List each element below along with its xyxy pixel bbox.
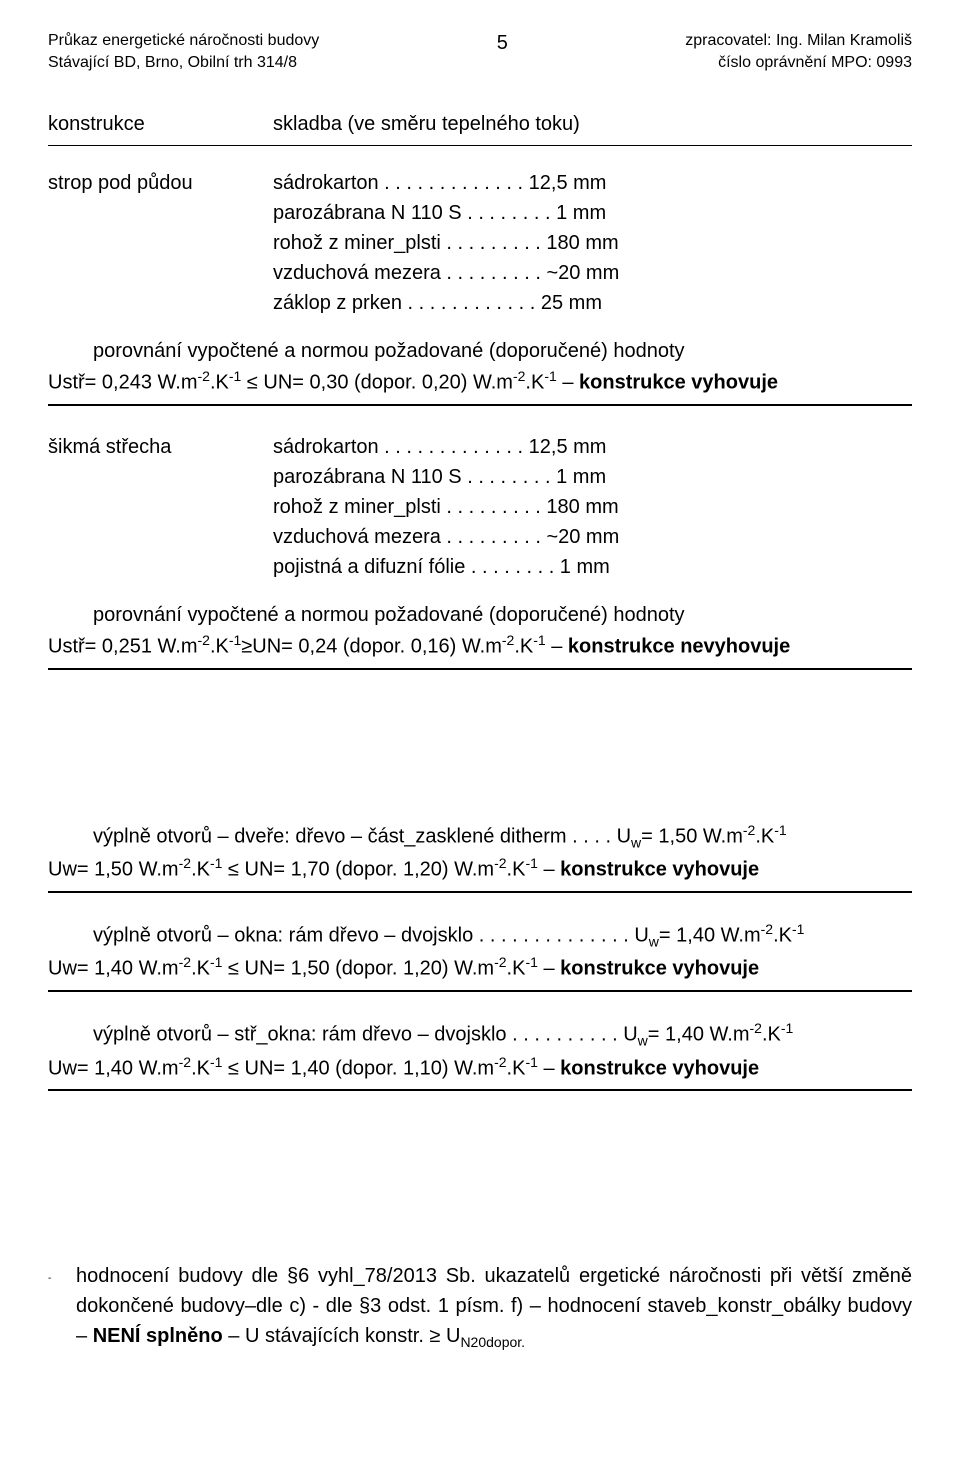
fill-line1: výplně otvorů – okna: rám dřevo – dvojsk… xyxy=(48,919,912,953)
layer: parozábrana N 110 S . . . . . . . . 1 mm xyxy=(273,198,912,228)
section-strecha-layers: sádrokarton . . . . . . . . . . . . . 12… xyxy=(273,432,912,582)
rule xyxy=(48,891,912,893)
layer: pojistná a difuzní fólie . . . . . . . .… xyxy=(273,552,912,582)
rule xyxy=(48,404,912,406)
layer: rohož z miner_plsti . . . . . . . . . 18… xyxy=(273,228,912,258)
section-strop-eval: porovnání vypočtené a normou požadované … xyxy=(48,336,912,398)
header-right: zpracovatel: Ing. Milan Kramoliš číslo o… xyxy=(685,30,912,73)
page-number: 5 xyxy=(497,30,508,73)
layer: parozábrana N 110 S . . . . . . . . 1 mm xyxy=(273,462,912,492)
fill-okna: výplně otvorů – okna: rám dřevo – dvojsk… xyxy=(48,919,912,984)
fill-line2: Uw= 1,50 W.m-2.K-1 ≤ UN= 1,70 (dopor. 1,… xyxy=(48,853,912,885)
header-left: Průkaz energetické náročnosti budovy Stá… xyxy=(48,30,319,73)
heading-body: skladba (ve směru tepelného toku) xyxy=(273,109,912,139)
rule xyxy=(48,145,912,146)
page-header: Průkaz energetické náročnosti budovy Stá… xyxy=(48,30,912,73)
section-strecha-eval: porovnání vypočtené a normou požadované … xyxy=(48,600,912,662)
header-right-line1: zpracovatel: Ing. Milan Kramoliš xyxy=(685,30,912,52)
section-strecha-label: šikmá střecha xyxy=(48,432,273,582)
header-left-line1: Průkaz energetické náročnosti budovy xyxy=(48,30,319,52)
rule xyxy=(48,668,912,670)
footnote: - hodnocení budovy dle §6 vyhl_78/2013 S… xyxy=(48,1261,912,1353)
section-strop-label: strop pod půdou xyxy=(48,168,273,318)
layer: záklop z prken . . . . . . . . . . . . 2… xyxy=(273,288,912,318)
eval-text: porovnání vypočtené a normou požadované … xyxy=(48,336,912,366)
fill-line1: výplně otvorů – stř_okna: rám dřevo – dv… xyxy=(48,1018,912,1052)
layer: sádrokarton . . . . . . . . . . . . . 12… xyxy=(273,168,912,198)
rule xyxy=(48,990,912,992)
layer: rohož z miner_plsti . . . . . . . . . 18… xyxy=(273,492,912,522)
header-left-line2: Stávající BD, Brno, Obilní trh 314/8 xyxy=(48,52,319,74)
header-right-line2: číslo oprávnění MPO: 0993 xyxy=(685,52,912,74)
eval-text: porovnání vypočtené a normou požadované … xyxy=(48,600,912,630)
section-strecha: šikmá střecha sádrokarton . . . . . . . … xyxy=(48,432,912,582)
footnote-bullet: - xyxy=(48,1261,76,1353)
heading-label: konstrukce xyxy=(48,109,273,139)
layer: vzduchová mezera . . . . . . . . . ~20 m… xyxy=(273,522,912,552)
layer: vzduchová mezera . . . . . . . . . ~20 m… xyxy=(273,258,912,288)
eval-result: Ustř= 0,251 W.m-2.K-1≥UN= 0,24 (dopor. 0… xyxy=(48,630,912,662)
section-strop-layers: sádrokarton . . . . . . . . . . . . . 12… xyxy=(273,168,912,318)
fill-dvere: výplně otvorů – dveře: dřevo – část_zask… xyxy=(48,820,912,885)
fill-line2: Uw= 1,40 W.m-2.K-1 ≤ UN= 1,50 (dopor. 1,… xyxy=(48,952,912,984)
layer: sádrokarton . . . . . . . . . . . . . 12… xyxy=(273,432,912,462)
column-heading-row: konstrukce skladba (ve směru tepelného t… xyxy=(48,109,912,139)
rule xyxy=(48,1089,912,1091)
fill-line1: výplně otvorů – dveře: dřevo – část_zask… xyxy=(48,820,912,854)
page: Průkaz energetické náročnosti budovy Stá… xyxy=(0,0,960,1383)
section-strop: strop pod půdou sádrokarton . . . . . . … xyxy=(48,168,912,318)
fill-line2: Uw= 1,40 W.m-2.K-1 ≤ UN= 1,40 (dopor. 1,… xyxy=(48,1052,912,1084)
eval-result: Ustř= 0,243 W.m-2.K-1 ≤ UN= 0,30 (dopor.… xyxy=(48,366,912,398)
fill-str-okna: výplně otvorů – stř_okna: rám dřevo – dv… xyxy=(48,1018,912,1083)
footnote-body: hodnocení budovy dle §6 vyhl_78/2013 Sb.… xyxy=(76,1261,912,1353)
